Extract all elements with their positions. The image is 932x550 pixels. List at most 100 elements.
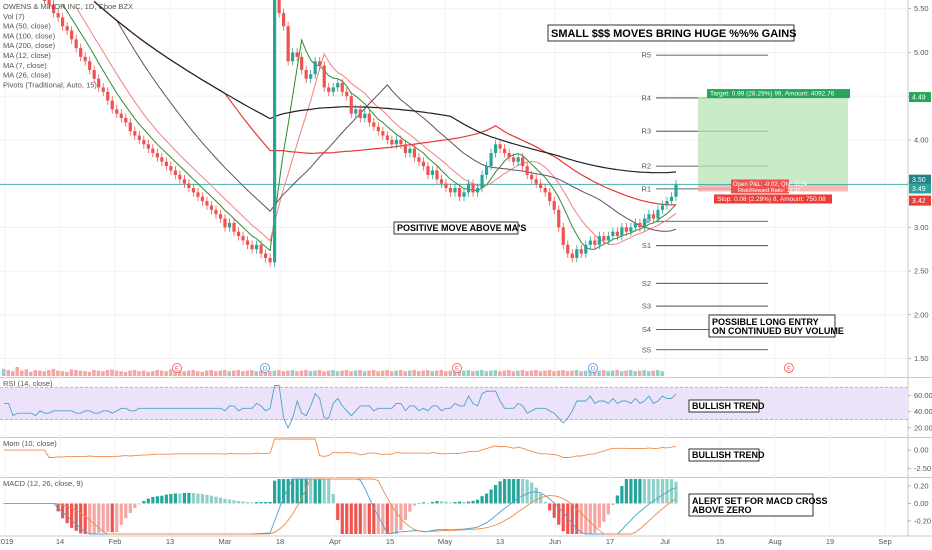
candle-body [304, 69, 308, 79]
volume-bar [123, 371, 128, 376]
event-marker [588, 363, 598, 373]
volume-bar [186, 370, 191, 376]
candle-body [674, 184, 678, 197]
event-marker [784, 363, 794, 373]
price-tick-label: 1.50 [914, 354, 929, 363]
candle-body [484, 166, 489, 175]
volume-bar [574, 370, 579, 376]
x-tick-label: 14 [56, 537, 64, 546]
volume-bar [421, 370, 425, 376]
macd-histogram-bar [503, 479, 507, 504]
candle-body [187, 183, 191, 188]
macd-histogram-bar [674, 481, 678, 504]
price-badge-label: 3.50 [912, 177, 926, 184]
candle-body [200, 196, 205, 202]
candle-body [548, 192, 552, 202]
macd-histogram-bar [313, 479, 317, 504]
legend-entry: Vol (7) [3, 12, 25, 21]
volume-bar [313, 370, 317, 376]
volume-bar [380, 370, 385, 376]
macd-histogram-bar [345, 503, 349, 534]
macd-histogram-bar [660, 479, 665, 504]
price-tick-label: 2.00 [914, 310, 929, 319]
candle-body [128, 122, 132, 132]
macd-histogram-bar [412, 503, 417, 506]
candle-body [56, 13, 60, 18]
volume-bar [529, 370, 534, 376]
candle-body [318, 61, 322, 66]
annotations: SMALL $$$ MOVES BRING HUGE %%% GAINS POSI… [393, 24, 844, 517]
macd-histogram-bar [548, 503, 552, 511]
candle-body [584, 244, 588, 254]
volume-bar [624, 370, 628, 376]
macd-histogram-bar [146, 498, 150, 504]
macd-histogram-bar [227, 499, 232, 504]
target-label: Target: 0.99 (28.29%) 99, Amount: 4092.7… [710, 91, 835, 98]
volume-bar [168, 369, 173, 376]
volume-bar [96, 370, 101, 376]
pivot-label: R5 [641, 51, 651, 60]
macd-histogram-bar [611, 503, 615, 506]
volume-bar [425, 370, 430, 376]
candle-body [178, 174, 182, 180]
macd-histogram-bar [656, 479, 660, 504]
position-tool[interactable]: Target: 0.99 (28.29%) 99, Amount: 4092.7… [0, 89, 908, 204]
candle-body [539, 183, 543, 188]
volume-bar [475, 370, 480, 376]
volume-bar [655, 370, 660, 376]
volume-bar [128, 370, 132, 376]
macd-histogram-bar [539, 493, 543, 504]
macd-histogram-bar [615, 495, 619, 504]
ma-annotation: POSITIVE MOVE ABOVE MA'S [397, 223, 526, 233]
indicator-tick-label: 60.00 [914, 391, 932, 400]
volume-bar [439, 370, 443, 376]
volume-bar [182, 371, 186, 376]
volume-bar [268, 371, 272, 376]
volume-bar [60, 371, 65, 376]
indicator-tick-label: -2.50 [914, 464, 931, 473]
candle-body [340, 83, 344, 92]
candle-body [160, 157, 164, 162]
volume-bar [254, 371, 259, 376]
candle-body [457, 188, 462, 197]
x-tick-label: Mar [219, 537, 232, 546]
volume-bar [416, 371, 421, 376]
candle-body [624, 227, 628, 232]
macd-histogram-bar [638, 479, 642, 504]
indicator-title: MACD (12, 26, close, 9) [3, 479, 84, 488]
candle-body [142, 139, 146, 145]
volume-bar [114, 370, 119, 376]
macd-histogram-bar [191, 493, 196, 504]
volume-bar [498, 371, 502, 376]
momentum-annotation: BULLISH TREND [692, 450, 765, 460]
volume-bar [489, 370, 493, 376]
volume-bar [150, 371, 155, 376]
macd-histogram-bar [291, 479, 295, 504]
candle-body [399, 139, 403, 145]
macd-histogram-bar [327, 479, 331, 504]
candle-body [209, 205, 214, 210]
candle-body [74, 39, 78, 49]
candle-body [205, 201, 209, 206]
candle-body [385, 135, 389, 140]
price-badge-label: 3.42 [912, 198, 926, 205]
volume-bar [462, 370, 466, 376]
candles [42, 0, 678, 267]
momentum-annotation-box [688, 448, 760, 462]
candle-body [309, 74, 313, 79]
candle-body [173, 170, 177, 175]
volume-bar [547, 370, 552, 376]
candle-body [426, 166, 430, 175]
candle-body [669, 196, 674, 202]
macd-histogram-bar [525, 479, 529, 504]
macd-histogram-bar [79, 503, 83, 534]
candle-body [421, 161, 426, 167]
candle-body [336, 83, 340, 88]
pivot-label: S1 [642, 241, 651, 250]
candle-body [611, 231, 615, 237]
candle-body [503, 148, 507, 154]
price-tick-label: 4.00 [914, 135, 929, 144]
candle-body [241, 236, 245, 241]
candle-body [263, 253, 268, 258]
